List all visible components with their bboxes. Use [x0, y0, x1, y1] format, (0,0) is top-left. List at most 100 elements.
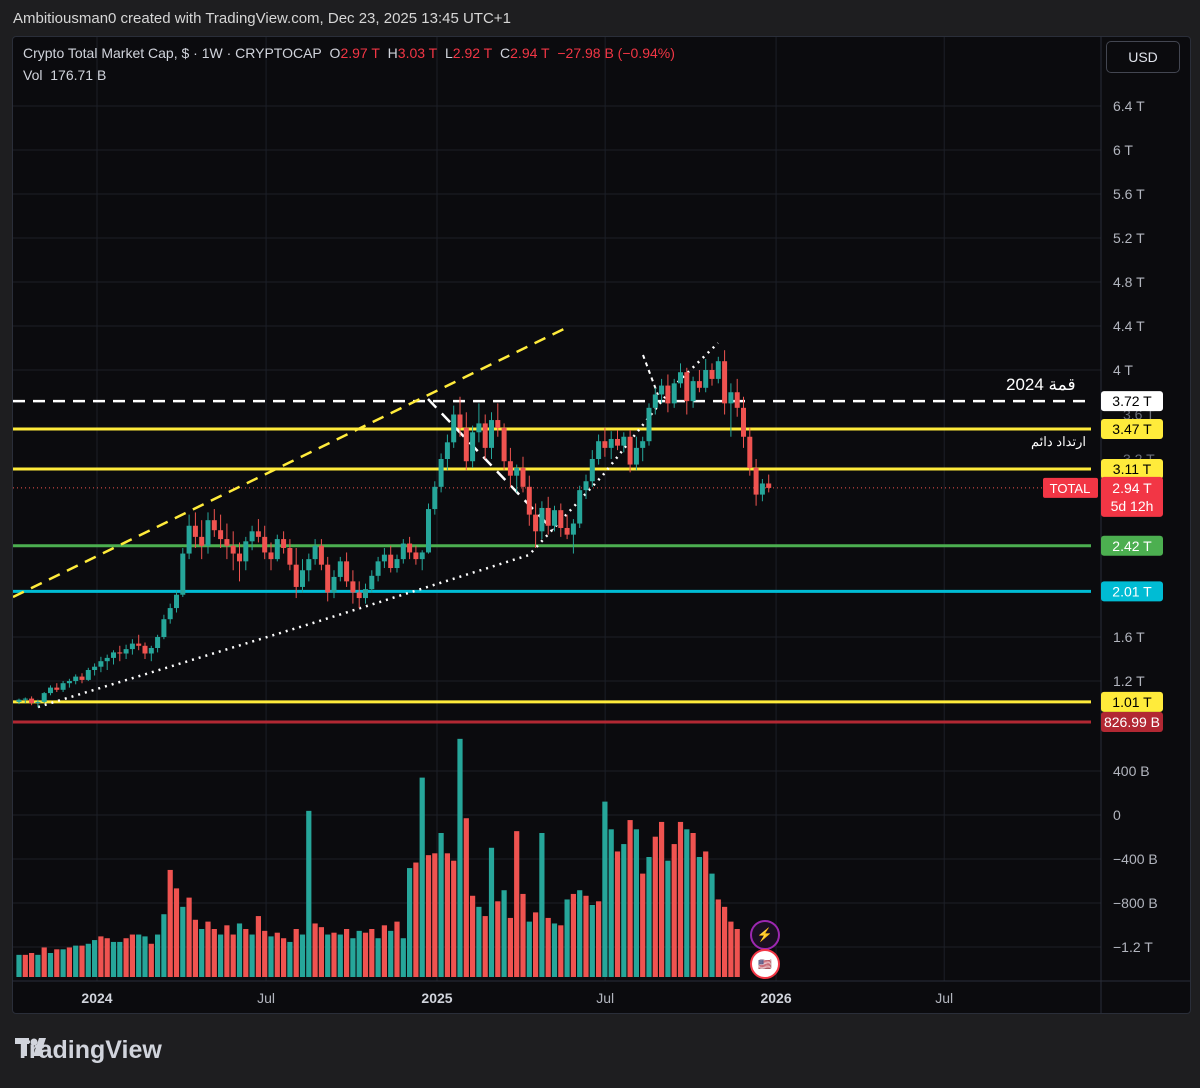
candle-body	[237, 553, 242, 562]
candle-body	[306, 559, 312, 571]
volume-bar	[394, 921, 400, 977]
candle-body	[552, 510, 557, 526]
volume-bar	[218, 934, 224, 977]
level-badge-label: 1.01 T	[1112, 694, 1152, 710]
candle-body	[218, 530, 224, 540]
candle-body	[407, 543, 413, 553]
volume-bar	[255, 916, 261, 977]
candle-body	[136, 643, 142, 646]
candle-body	[514, 467, 520, 476]
candle-body	[747, 436, 753, 468]
volume-bar	[558, 925, 564, 977]
price-tick-label: 6.4 T	[1113, 98, 1145, 114]
candle-body	[621, 436, 627, 446]
candle-body	[104, 657, 110, 662]
volume-bar	[375, 938, 381, 977]
volume-legend: Vol 176.71 B	[23, 67, 106, 83]
volume-bar	[79, 945, 85, 977]
candle-body	[646, 407, 652, 442]
us-flag-event-icon[interactable]: 🇺🇸	[750, 949, 780, 979]
volume-bar	[274, 932, 280, 977]
candle-body	[41, 693, 47, 702]
level-badge	[1101, 535, 1163, 556]
volume-bar	[29, 953, 35, 977]
volume-bar	[514, 831, 520, 977]
time-tick-label: Jul	[257, 990, 275, 1006]
close-label: C	[500, 45, 511, 61]
volume-bar	[331, 932, 337, 977]
candle-body	[501, 427, 507, 462]
time-tick-label: 2026	[760, 990, 791, 1006]
volume-bar	[110, 941, 117, 977]
level-badge-label: 3.72 T	[1112, 393, 1152, 409]
candle-body	[489, 420, 494, 448]
currency-button[interactable]: USD	[1106, 41, 1180, 73]
volume-tick-label: 0	[1113, 807, 1121, 823]
candle-body	[615, 438, 620, 446]
volume-bar	[495, 901, 501, 977]
volume-bar	[236, 923, 243, 977]
candle-body	[375, 561, 381, 576]
price-chart-svg[interactable]: 6.4 T 6 T 5.6 T 5.2 T 4.8 T 4.4 T 4 T 1.6 T 1.2 …	[13, 37, 1190, 1013]
candle-body	[577, 490, 583, 524]
volume-bar	[381, 925, 387, 977]
candle-body	[337, 561, 343, 577]
volume-bar	[73, 945, 79, 977]
volume-bar	[205, 921, 211, 977]
volume-bar	[350, 938, 356, 977]
candle-body	[470, 432, 476, 462]
current-price-badge	[1101, 476, 1163, 517]
candle-body	[627, 436, 633, 465]
candle-body	[394, 559, 400, 569]
price-tick-label: 1.6 T	[1113, 629, 1145, 645]
candle-body	[123, 649, 129, 654]
volume-bar	[696, 857, 702, 977]
candle-body	[268, 552, 274, 560]
candle-body	[520, 467, 526, 487]
candle-body	[325, 564, 331, 593]
candle-body	[690, 381, 696, 402]
level-badge	[1101, 691, 1163, 712]
volume-bar	[337, 934, 343, 977]
volume-bar	[293, 929, 299, 977]
candle-body	[495, 420, 501, 428]
candle-body	[85, 670, 91, 680]
volume-bar	[318, 927, 324, 977]
candle-body	[602, 441, 608, 448]
candle-body	[174, 594, 179, 609]
volume-bar	[621, 844, 627, 977]
volume-tick-label: 400 B	[1113, 763, 1150, 779]
time-tick-label: Jul	[935, 990, 953, 1006]
volume-bar	[123, 938, 129, 977]
candle-body	[92, 666, 98, 670]
price-tick-label: 5.6 T	[1113, 186, 1145, 202]
volume-bar	[690, 833, 696, 977]
volume-bar	[287, 941, 293, 977]
volume-bar	[539, 833, 545, 977]
volume-bar	[262, 930, 268, 977]
volume-tick-label: −400 B	[1113, 851, 1158, 867]
lightning-event-icon[interactable]: ⚡	[750, 920, 780, 950]
volume-bar	[659, 821, 665, 977]
tradingview-logo: TradingView	[15, 1036, 162, 1065]
volume-bar	[325, 934, 331, 977]
change-value: −27.98 B (−0.94%)	[557, 45, 675, 61]
volume-bar	[60, 949, 66, 977]
candle-body	[709, 370, 715, 379]
chart-attribution: Ambitiousman0 created with TradingView.c…	[13, 10, 511, 27]
level-badge-label: 2.01 T	[1112, 583, 1152, 599]
candle-body	[243, 541, 249, 562]
candle-body	[633, 447, 639, 465]
volume-bar	[161, 914, 167, 977]
volume-bar	[47, 953, 54, 977]
candle-body	[73, 676, 79, 681]
volume-bar	[457, 738, 463, 977]
white-dashed-downtrend	[427, 398, 554, 531]
volume-bar	[356, 930, 362, 977]
volume-bar	[344, 929, 350, 977]
chart-panel[interactable]: 6.4 T 6 T 5.6 T 5.2 T 4.8 T 4.4 T 4 T 1.6 T 1.2 …	[12, 36, 1191, 1014]
level-badge-label: 3.11 T	[1113, 461, 1152, 477]
candle-body	[589, 459, 595, 482]
candle-body	[16, 699, 22, 702]
volume-label: Vol	[23, 67, 43, 83]
